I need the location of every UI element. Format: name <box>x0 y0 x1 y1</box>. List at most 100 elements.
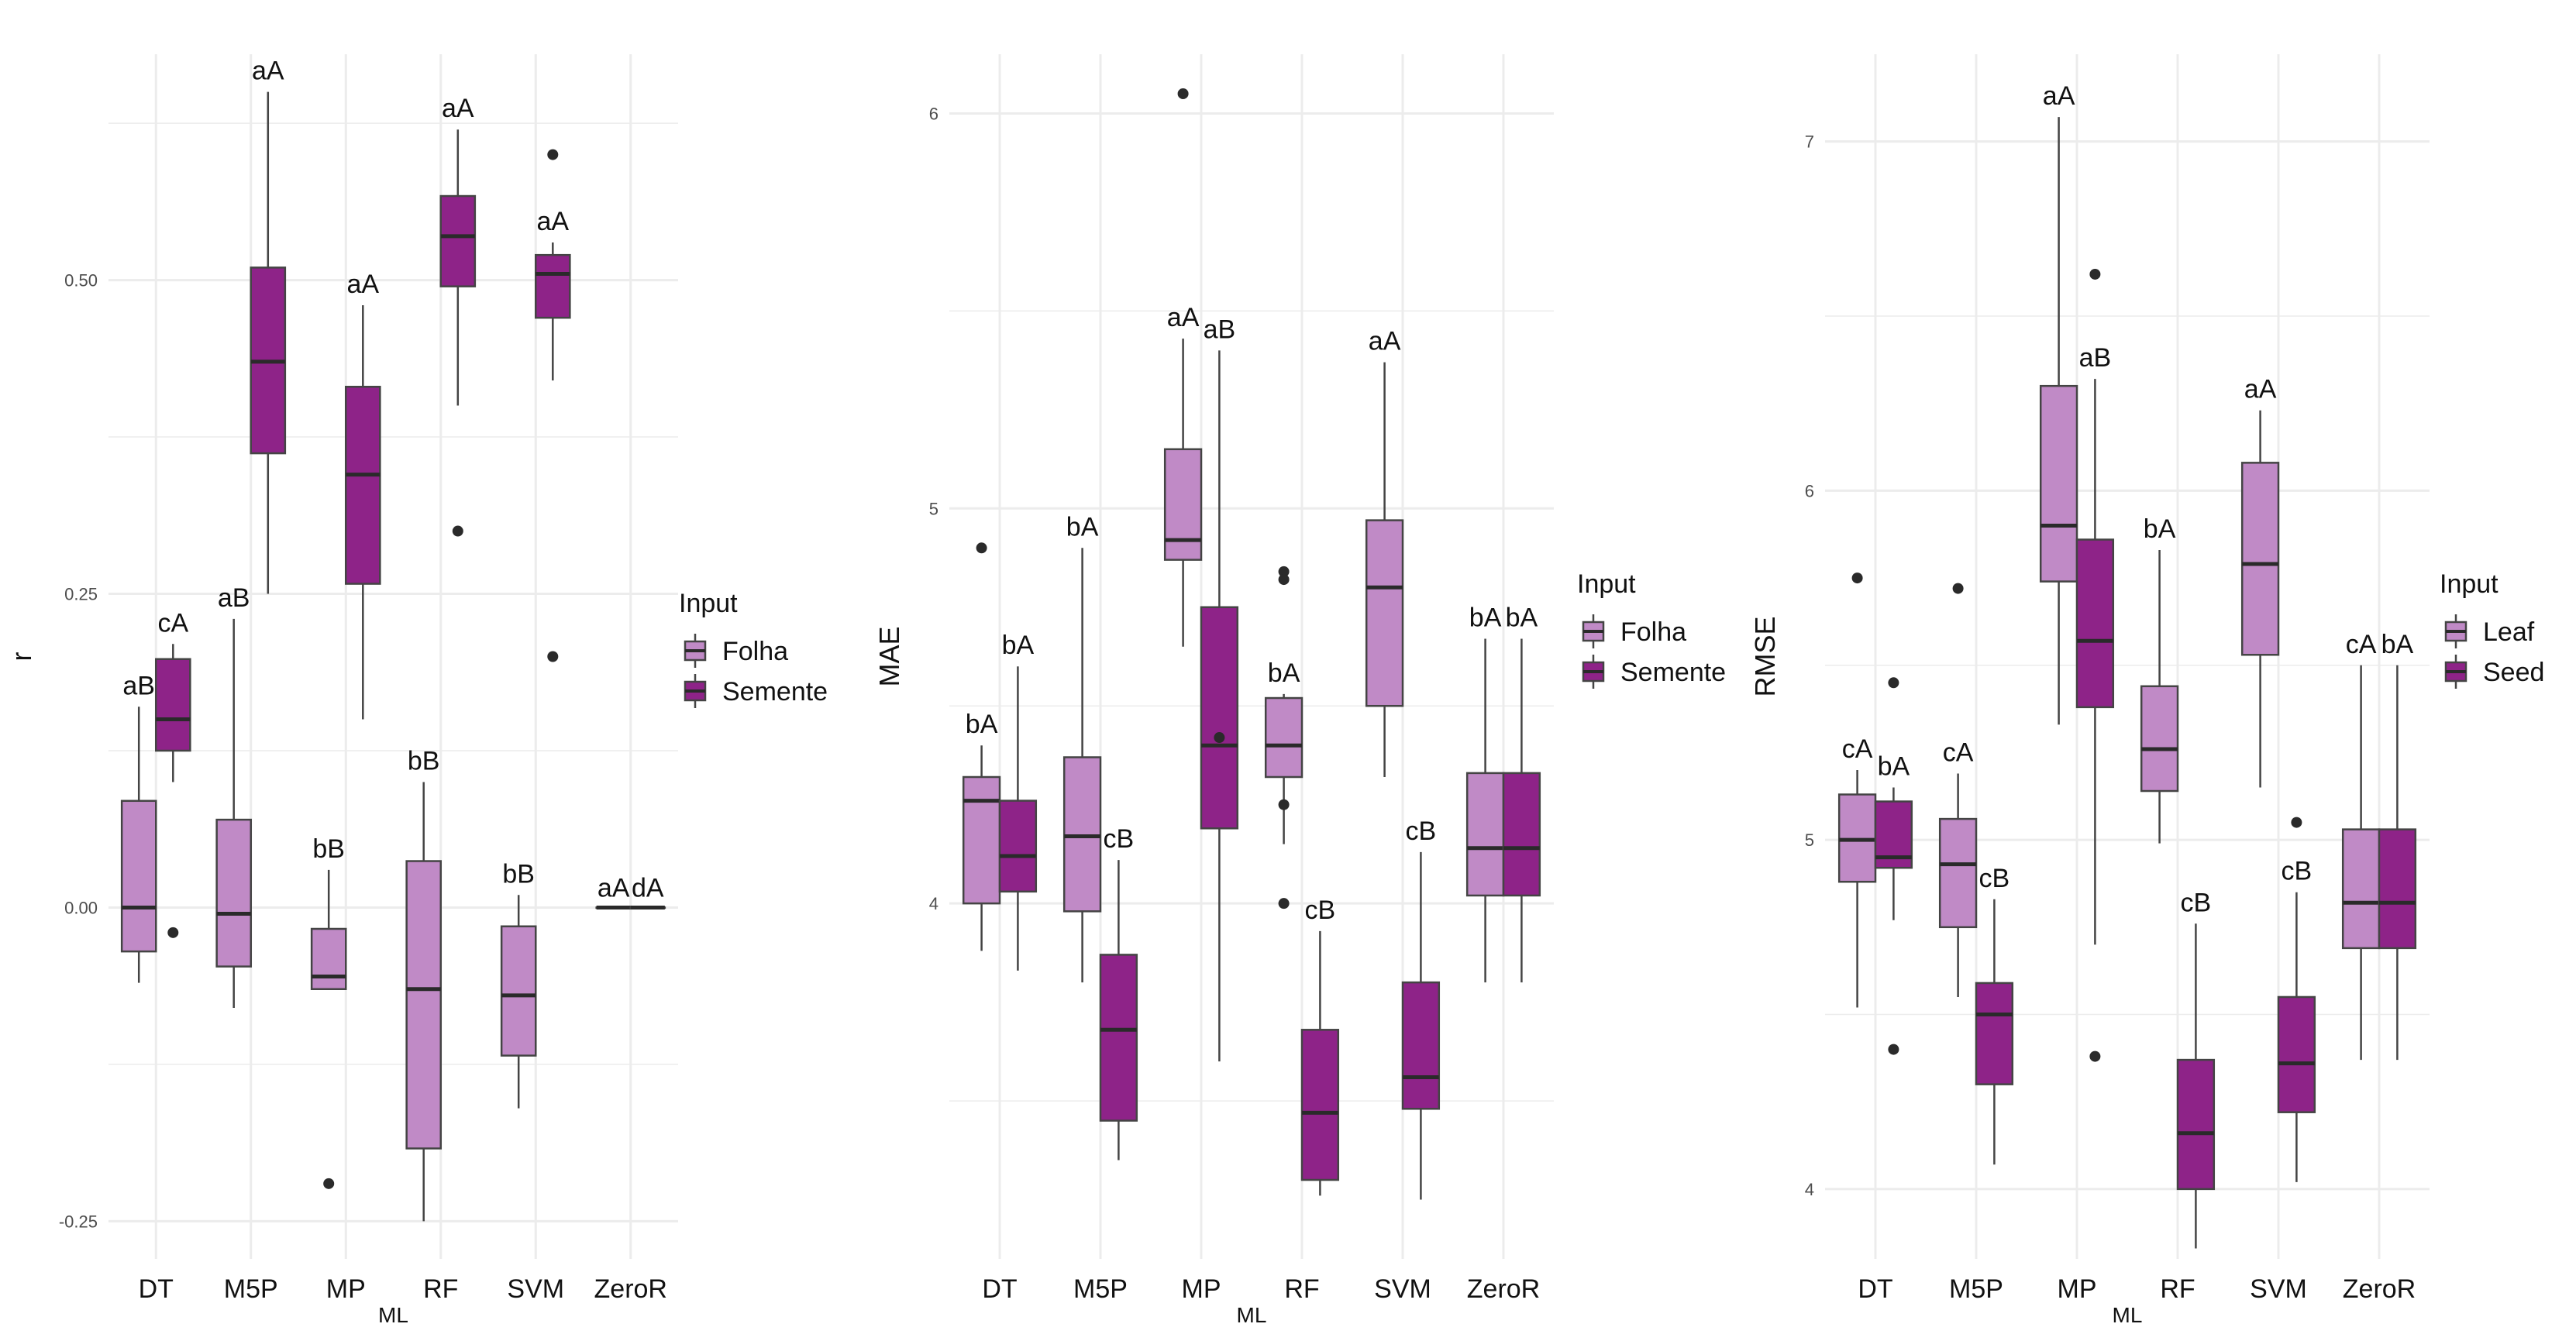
box-body <box>1163 448 1203 561</box>
box-mp-leaf: aA <box>2039 81 2078 725</box>
box-svm-seed: cB <box>2277 817 2316 1182</box>
significance-label: aA <box>442 94 474 123</box>
x-tick-label: SVM <box>1374 1274 1431 1304</box>
y-tick-label: 5 <box>929 499 938 518</box>
x-tick-label: RF <box>2160 1274 2195 1304</box>
series-seed: bA cB aB cB cB bA <box>1874 268 2417 1249</box>
box-mp-semente: aA <box>345 270 381 720</box>
box-body <box>1365 519 1404 707</box>
box-svm-semente: cB <box>1401 817 1441 1200</box>
x-axis-title: ML <box>1237 1303 1267 1327</box>
y-axis-title: MAE <box>873 626 905 686</box>
legend: Input Folha Semente <box>679 589 828 708</box>
y-tick-label: 7 <box>1805 132 1814 152</box>
x-tick-label: M5P <box>1949 1274 2003 1304</box>
box-body <box>310 927 347 990</box>
legend-label: Folha <box>722 637 788 666</box>
x-tick-label: RF <box>1284 1274 1319 1304</box>
significance-label: aA <box>537 207 570 236</box>
box-rf-semente: cB <box>1300 896 1340 1196</box>
significance-label: bA <box>2381 630 2414 659</box>
box-body <box>1975 982 2014 1085</box>
box-body <box>2176 1058 2216 1191</box>
significance-label: aB <box>122 671 155 700</box>
y-tick-label: -0.25 <box>59 1212 98 1231</box>
significance-label: cA <box>2346 630 2377 659</box>
significance-label: cA <box>157 608 188 638</box>
box-dt-leaf: cA <box>1837 573 1877 1008</box>
significance-label: bA <box>1268 658 1300 688</box>
x-tick-label: DT <box>1858 1274 1892 1304</box>
box-body <box>2240 462 2280 656</box>
significance-label: dA <box>632 873 664 903</box>
box-body <box>2378 828 2417 950</box>
box-body <box>2140 685 2179 793</box>
box-dt-folha: aB <box>120 671 157 983</box>
y-tick-label: 4 <box>1805 1180 1814 1199</box>
outlier-point <box>2089 268 2101 280</box>
box-body <box>2341 828 2381 950</box>
outlier-point <box>1177 88 1189 99</box>
outlier-point <box>1278 898 1290 909</box>
box-body <box>1502 772 1541 897</box>
series-folha: bA bA aA bA aA bA <box>962 88 1505 983</box>
box-svm-folha: bB <box>500 859 537 1109</box>
box-body <box>998 799 1038 893</box>
box-zeror-seed: bA <box>2378 630 2417 1061</box>
significance-label: bB <box>408 746 440 775</box>
box-zeror-semente: bA <box>1502 603 1541 983</box>
y-axis-title: r <box>5 652 37 662</box>
box-svm-leaf: aA <box>2240 375 2280 788</box>
x-tick-label: DT <box>982 1274 1017 1304</box>
x-tick-label: ZeroR <box>1467 1274 1540 1304</box>
box-body <box>1099 954 1138 1122</box>
box-body <box>345 385 381 585</box>
significance-label: bA <box>1066 512 1099 542</box>
box-svm-folha: aA <box>1365 327 1404 777</box>
y-tick-label: 0.50 <box>64 271 98 291</box>
box-zeror-folha: bA <box>1465 603 1505 983</box>
box-m5p-seed: cB <box>1975 864 2014 1165</box>
box-dt-semente: cA <box>155 608 191 938</box>
outlier-point <box>1888 1044 1899 1055</box>
box-m5p-folha: bA <box>1062 512 1102 983</box>
x-tick-label: SVM <box>507 1274 564 1304</box>
y-axis-title: RMSE <box>1749 616 1781 696</box>
box-dt-seed: bA <box>1874 677 1913 1055</box>
box-svm-semente: aA <box>535 149 571 662</box>
significance-label: bB <box>502 859 535 889</box>
box-body <box>962 775 1001 905</box>
legend-title: Input <box>679 589 738 618</box>
box-body <box>500 925 537 1057</box>
significance-label: cA <box>1842 734 1873 764</box>
legend: Input Folha Semente <box>1577 569 1726 689</box>
outlier-point <box>976 542 987 554</box>
significance-label: bA <box>1002 631 1035 660</box>
significance-label: aA <box>1369 327 1401 356</box>
outlier-point <box>1888 677 1899 689</box>
legend-label: Folha <box>1620 617 1686 647</box>
y-tick-label: 4 <box>929 894 938 913</box>
x-tick-label: M5P <box>224 1274 278 1304</box>
box-body <box>2039 384 2078 583</box>
box-rf-semente: aA <box>439 94 477 537</box>
outlier-point <box>1214 732 1225 744</box>
box-body <box>1062 756 1102 913</box>
significance-label: cB <box>1979 864 2010 893</box>
legend-title: Input <box>2440 569 2499 599</box>
box-body <box>2075 538 2115 709</box>
significance-label: aB <box>2079 343 2112 373</box>
box-body <box>1300 1029 1340 1181</box>
box-body <box>215 818 252 968</box>
y-tick-label: 5 <box>1805 830 1814 850</box>
significance-label: cA <box>1943 738 1974 767</box>
box-body <box>120 799 157 953</box>
box-mp-folha: aA <box>1163 88 1203 647</box>
x-tick-label: MP <box>326 1274 366 1304</box>
box-body <box>2277 995 2316 1113</box>
y-tick-label: 0.00 <box>64 898 98 917</box>
significance-label: cB <box>1305 896 1336 925</box>
